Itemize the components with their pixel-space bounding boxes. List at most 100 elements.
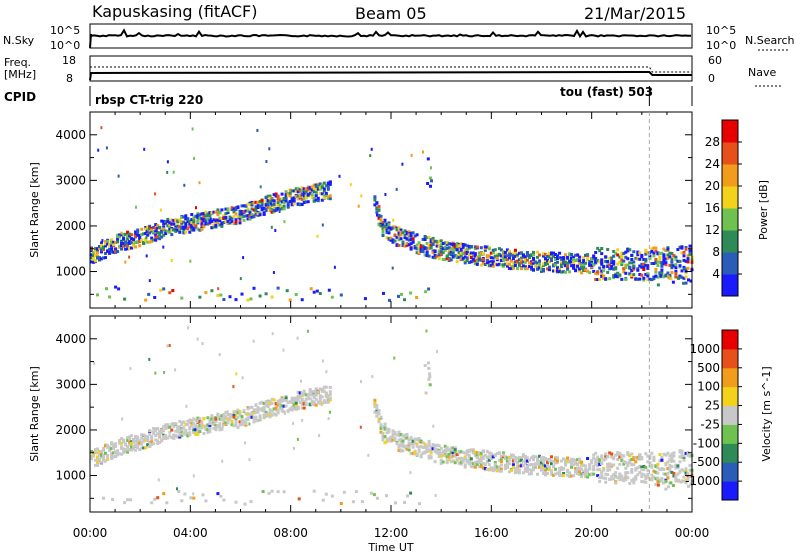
echo-cell <box>602 265 606 269</box>
echo-cell <box>431 243 435 246</box>
echo-cell <box>624 474 628 478</box>
echo-cell <box>503 254 507 258</box>
echo-cell <box>124 448 128 452</box>
echo-cell <box>132 237 136 241</box>
echo-cell <box>431 251 435 255</box>
echo-cell <box>407 441 411 445</box>
echo-cell <box>447 458 451 462</box>
echo-cell <box>542 455 545 459</box>
echo-cell <box>381 221 385 225</box>
echo-cell <box>530 267 533 271</box>
echo-cell <box>134 234 138 238</box>
echo-cell <box>594 458 598 462</box>
echo-cell <box>612 262 616 266</box>
echo-cell <box>248 412 252 416</box>
echo-cell <box>298 189 302 193</box>
echo-cell <box>278 203 282 207</box>
echo-cell <box>489 468 493 472</box>
echo-cell <box>314 198 318 202</box>
echo-cell <box>188 418 192 422</box>
echo-cell <box>463 255 467 259</box>
echo-cell <box>467 253 471 257</box>
echo-cell <box>174 225 178 229</box>
echo-cell <box>373 401 377 405</box>
echo-cell <box>654 249 658 253</box>
echo-cell <box>168 344 171 347</box>
echo-cell <box>445 453 449 457</box>
echo-cell <box>371 375 374 379</box>
echo-cell <box>493 453 497 457</box>
echo-cell <box>648 464 652 468</box>
echo-cell <box>226 221 230 225</box>
echo-cell <box>294 405 298 409</box>
echo-cell <box>564 458 568 462</box>
echo-cell <box>421 446 425 449</box>
echo-cell <box>538 259 541 263</box>
echo-cell <box>222 217 226 220</box>
echo-cell <box>164 434 168 437</box>
echo-cell <box>652 246 656 250</box>
echo-cell <box>138 234 142 238</box>
echo-cell <box>485 258 489 262</box>
echo-cell <box>610 259 614 263</box>
echo-cell <box>130 246 134 250</box>
echo-cell <box>485 468 489 471</box>
echo-cell <box>548 265 551 269</box>
echo-cell <box>176 435 180 439</box>
echo-cell <box>548 255 551 259</box>
echo-cell <box>646 475 650 479</box>
echo-cell <box>429 448 433 452</box>
echo-cell <box>582 261 586 265</box>
echo-cell <box>196 425 200 429</box>
echo-cell <box>128 240 132 244</box>
echo-cell <box>610 266 614 270</box>
echo-cell <box>530 253 533 257</box>
echo-cell <box>554 467 557 471</box>
echo-cell <box>431 444 435 448</box>
echo-cell <box>316 234 319 238</box>
echo-cell <box>680 449 684 453</box>
echo-cell <box>598 468 602 472</box>
echo-cell <box>455 453 459 457</box>
echo-cell <box>427 254 431 258</box>
nsearch-tick-low: 10^0 <box>706 39 736 52</box>
echo-cell <box>672 474 676 478</box>
echo-cell <box>409 437 413 441</box>
echo-cell <box>654 477 658 481</box>
echo-cell <box>321 359 324 363</box>
echo-cell <box>670 458 674 462</box>
echo-cell <box>102 458 105 462</box>
echo-cell <box>453 450 457 454</box>
echo-cell <box>602 476 606 480</box>
echo-cell <box>688 252 692 256</box>
colorbar-swatch <box>722 386 738 407</box>
echo-cell <box>455 248 459 252</box>
echo-cell <box>540 269 543 273</box>
echo-cell <box>409 291 413 295</box>
echo-cell <box>286 201 290 205</box>
echo-cell <box>676 259 680 263</box>
echo-cell <box>318 191 322 195</box>
echo-cell <box>100 248 103 252</box>
echo-cell <box>385 431 389 435</box>
echo-cell <box>517 468 521 472</box>
echo-cell <box>443 245 447 249</box>
echo-cell <box>678 460 682 464</box>
echo-cell <box>168 291 172 295</box>
echo-cell <box>423 253 427 257</box>
echo-cell <box>538 454 541 458</box>
echo-cell <box>294 396 298 400</box>
echo-cell <box>568 471 572 475</box>
echo-cell <box>110 244 114 248</box>
echo-cell <box>689 279 693 283</box>
echo-cell <box>258 204 262 208</box>
echo-cell <box>359 425 362 429</box>
echo-cell <box>302 191 306 195</box>
echo-cell <box>363 297 367 301</box>
echo-cell <box>644 476 648 480</box>
echo-cell <box>483 453 487 457</box>
echo-cell <box>397 226 401 230</box>
echo-cell <box>112 444 116 448</box>
echo-cell <box>445 256 449 260</box>
echo-cell <box>286 409 290 413</box>
